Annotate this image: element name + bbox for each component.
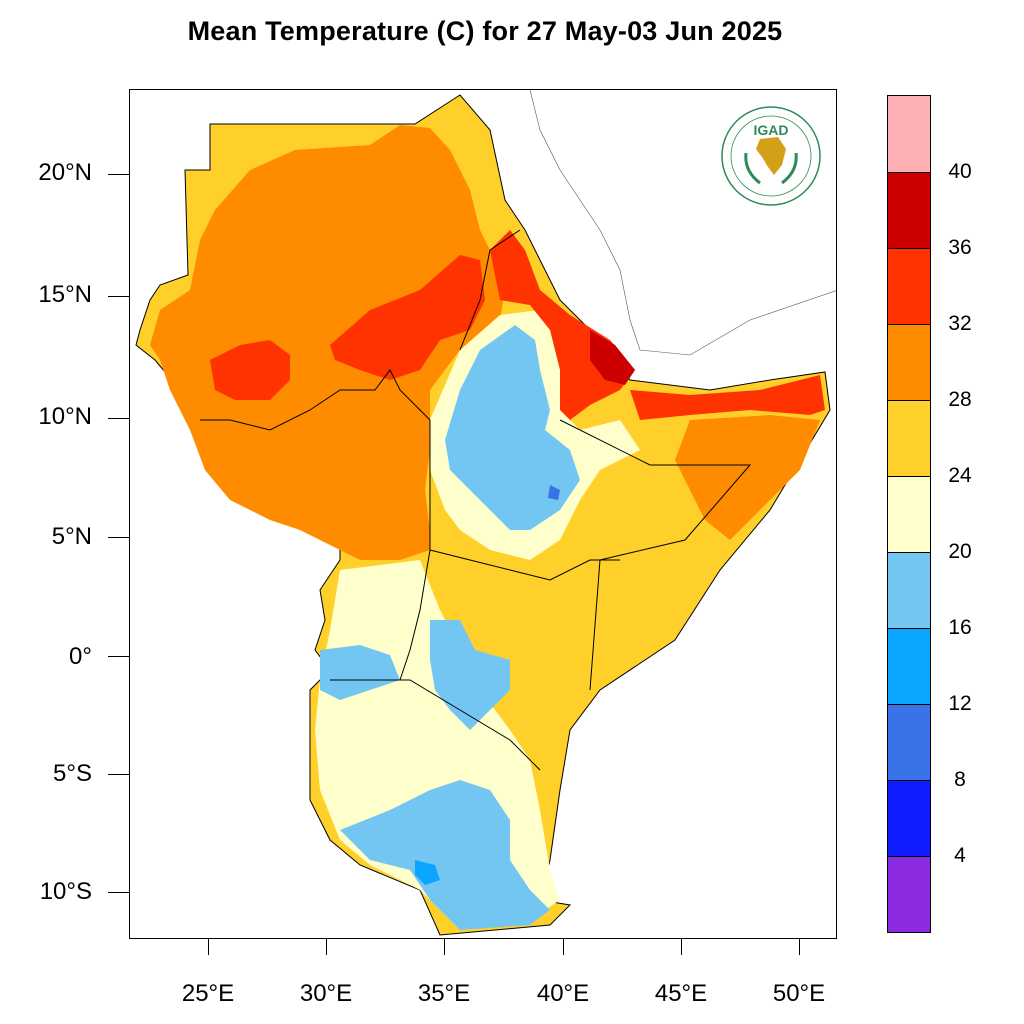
lon-tick: [326, 939, 328, 955]
colorbar-bin: [888, 172, 930, 248]
lat-label-10s: 10°S: [39, 878, 92, 905]
lon-label-50e: 50°E: [772, 980, 826, 1007]
temp-zone-12-16-ethiopia: [548, 485, 560, 500]
colorbar-label-12: 12: [948, 692, 972, 715]
colorbar-divider: [888, 704, 930, 705]
lon-tick: [799, 939, 801, 955]
lat-label-20n: 20°N: [38, 159, 92, 186]
temp-zone-28-32-somalia: [675, 415, 820, 540]
lon-tick: [563, 939, 565, 955]
lon-label-25e: 25°E: [181, 980, 235, 1007]
colorbar-divider: [888, 476, 930, 477]
lat-label-10n: 10°N: [38, 403, 92, 430]
lon-tick: [681, 939, 683, 955]
chart-title: Mean Temperature (C) for 27 May-03 Jun 2…: [187, 16, 783, 46]
colorbar-bin: [888, 628, 930, 704]
colorbar-divider: [888, 400, 930, 401]
logo-text: IGAD: [754, 122, 789, 138]
temp-zone-16-20-tanzania: [340, 780, 550, 930]
temperature-map: [135, 90, 836, 936]
colorbar-label-8: 8: [954, 768, 966, 791]
lat-label-5n: 5°N: [51, 523, 92, 550]
lat-label-5s: 5°S: [53, 760, 92, 787]
colorbar-bin: [888, 476, 930, 552]
colorbar-bin: [888, 400, 930, 476]
lat-tick: [108, 418, 129, 420]
temp-zone-32-36-gulf-coast: [630, 375, 825, 420]
colorbar-label-16: 16: [948, 616, 972, 639]
lat-label-0: 0°: [69, 643, 92, 670]
lon-tick: [208, 939, 210, 955]
colorbar-divider: [888, 780, 930, 781]
colorbar-bin: [888, 324, 930, 400]
colorbar-divider: [888, 856, 930, 857]
lon-label-40e: 40°E: [536, 980, 590, 1007]
colorbar-label-24: 24: [948, 464, 972, 487]
lat-label-15n: 15°N: [38, 281, 92, 308]
temp-zone-36-40-afar: [590, 330, 635, 385]
colorbar-label-28: 28: [948, 388, 972, 411]
lat-tick: [108, 296, 129, 298]
colorbar-divider: [888, 248, 930, 249]
colorbar-divider: [888, 552, 930, 553]
lat-tick: [108, 656, 129, 658]
lon-label-35e: 35°E: [417, 980, 471, 1007]
temp-zone-32-36-sudan-east: [330, 255, 485, 380]
temp-zone-8-12-south-highlands: [415, 860, 440, 885]
arabia-coastline: [529, 90, 836, 356]
colorbar-bin: [888, 552, 930, 628]
lon-tick: [444, 939, 446, 955]
colorbar-label-36: 36: [948, 236, 972, 259]
temp-zone-32-36-danakil: [490, 230, 635, 420]
temp-zone-28-32-north: [150, 125, 510, 560]
colorbar-bin: [888, 248, 930, 324]
lat-tick: [108, 537, 129, 539]
lat-tick: [108, 774, 129, 776]
colorbar-label-4: 4: [954, 844, 966, 867]
temp-zone-16-20-rift: [430, 620, 510, 730]
colorbar-bin: [888, 856, 930, 932]
colorbar-bin: [888, 704, 930, 780]
colorbar-bin: [888, 96, 930, 172]
country-borders: [200, 229, 752, 771]
colorbar: [887, 95, 931, 933]
map-panel: [129, 89, 837, 939]
lon-label-30e: 30°E: [299, 980, 353, 1007]
colorbar-label-32: 32: [948, 312, 972, 335]
colorbar-divider: [888, 628, 930, 629]
lat-tick: [108, 892, 129, 894]
colorbar-bin: [888, 780, 930, 856]
temp-zone-16-20-ethiopia: [445, 325, 580, 530]
colorbar-divider: [888, 172, 930, 173]
lon-label-45e: 45°E: [654, 980, 708, 1007]
lat-tick: [108, 174, 129, 176]
temp-zone-16-20-lake-region: [320, 645, 400, 700]
colorbar-divider: [888, 324, 930, 325]
temp-zone-32-36-sudan-west: [210, 340, 290, 400]
colorbar-label-40: 40: [948, 160, 972, 183]
igad-logo: IGAD: [721, 106, 821, 206]
colorbar-label-20: 20: [948, 540, 972, 563]
